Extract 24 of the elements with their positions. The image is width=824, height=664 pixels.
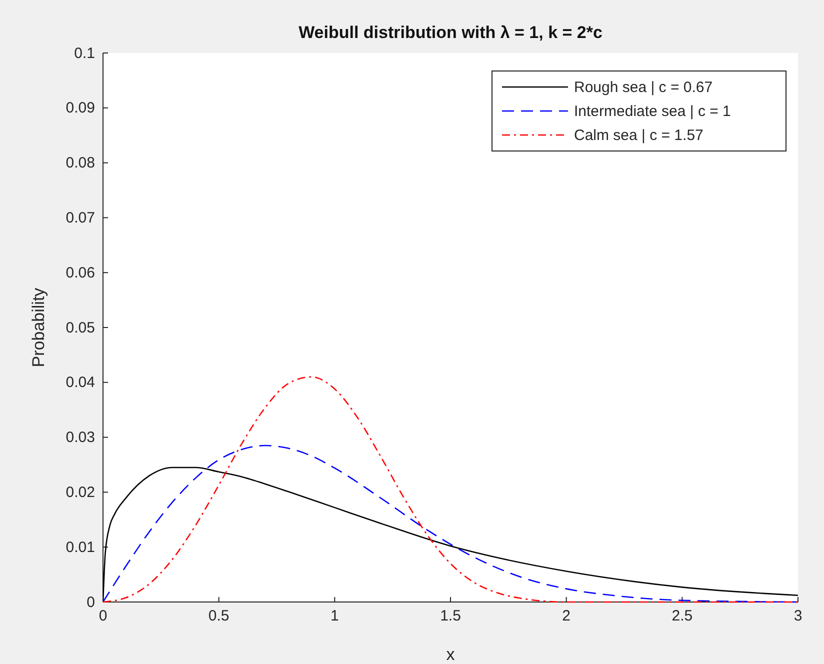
x-tick-label: 1.5	[440, 608, 461, 625]
y-tick-label: 0.06	[66, 264, 95, 282]
legend-label: Calm sea | c = 1.57	[574, 127, 704, 144]
y-axis-title: Probability	[29, 287, 48, 368]
y-tick-label: 0.03	[66, 429, 95, 446]
y-tick-label: 0.04	[66, 374, 95, 392]
x-tick-label: 3	[794, 608, 802, 625]
y-tick-label: 0.1	[74, 44, 95, 62]
x-tick-label: 2.5	[672, 608, 693, 625]
x-tick-label: 0.5	[208, 608, 230, 625]
legend-label: Rough sea | c = 0.67	[574, 79, 713, 96]
chart-title: Weibull distribution with λ = 1, k = 2*c	[298, 23, 602, 42]
x-tick-label: 1	[330, 608, 339, 625]
x-tick-label: 0	[98, 608, 108, 625]
y-tick-label: 0.05	[66, 319, 95, 336]
y-tick-label: 0.08	[66, 154, 95, 172]
y-tick-label: 0.01	[66, 538, 95, 556]
y-tick-label: 0.02	[66, 484, 95, 501]
x-axis-title: x	[446, 645, 456, 664]
y-tick-label: 0.07	[66, 210, 95, 226]
x-tick-label: 2	[562, 608, 571, 625]
y-tick-label: 0	[86, 594, 95, 611]
legend-label: Intermediate sea | c = 1	[574, 103, 731, 120]
y-tick-label: 0.09	[66, 100, 95, 117]
